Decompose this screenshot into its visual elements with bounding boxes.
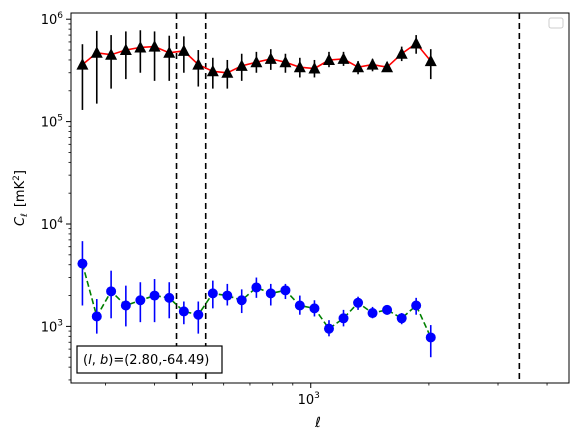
series-2-marker <box>309 303 320 314</box>
series-1-marker <box>221 66 234 78</box>
series-1-marker <box>395 47 408 59</box>
series-2-marker <box>91 311 102 322</box>
series-1-marker <box>293 60 306 73</box>
axis-layer: 103 104 105 106 103 <box>41 11 548 408</box>
x-tick-label: 103 <box>298 391 320 408</box>
y-tick-label: 106 <box>41 11 64 28</box>
series-2-marker <box>77 258 88 269</box>
series-2-marker <box>178 306 189 317</box>
plot-layer <box>76 13 521 383</box>
series-2-marker <box>120 300 131 311</box>
series-1-marker <box>206 64 219 77</box>
y-axis-label-unit: [mK <box>13 180 28 207</box>
svg-text:Cℓ[mK2]: Cℓ [mK2] <box>12 170 30 226</box>
y-axis-label: Cℓ [mK2] <box>12 170 30 226</box>
plot-frame <box>70 12 570 384</box>
annotation-text: (l, b)=(2.80,-64.49) <box>83 353 209 368</box>
series-1-marker <box>337 52 350 64</box>
series-1-marker <box>119 43 132 56</box>
series-1-marker <box>322 53 335 65</box>
series-2-marker <box>353 297 364 308</box>
series-1-marker <box>177 44 190 56</box>
series-1-marker <box>90 46 103 58</box>
series-1-marker <box>163 46 176 58</box>
series-2-marker <box>280 285 291 296</box>
y-axis-label-unit-exponent: 2 <box>12 175 22 181</box>
series-1-marker <box>235 59 248 71</box>
annotation-box <box>76 345 223 374</box>
series-2-marker <box>207 288 218 299</box>
series-2-marker <box>367 308 378 319</box>
series-2-marker <box>193 309 204 320</box>
x-axis-label: ℓ <box>314 415 321 431</box>
series-2-marker <box>236 295 247 306</box>
series-1-marker <box>410 36 423 49</box>
y-axis-label-symbol: C <box>13 216 28 226</box>
series-2-marker <box>396 313 407 324</box>
series-1-marker <box>148 40 161 52</box>
series-1-marker <box>76 58 89 70</box>
series-1-marker <box>192 58 205 70</box>
y-axis-label-unit-close: ] <box>13 170 28 175</box>
series-1-marker <box>424 54 437 67</box>
series-2-marker <box>164 292 175 303</box>
series-1-marker <box>105 48 118 60</box>
series-1-marker <box>134 40 147 53</box>
series-1-marker <box>381 60 394 73</box>
series-2-marker <box>149 290 160 301</box>
series-2-marker <box>323 323 334 334</box>
series-1-marker <box>308 62 321 74</box>
series-2-marker <box>265 288 276 299</box>
series-2-marker <box>338 313 349 324</box>
legend-box <box>548 17 564 29</box>
y-tick-label: 105 <box>41 114 63 131</box>
series-1-marker <box>264 52 277 64</box>
y-tick-label: 103 <box>41 318 63 335</box>
series-2-marker <box>294 300 305 311</box>
series-2-marker <box>222 290 233 301</box>
y-tick-label: 104 <box>41 216 64 233</box>
y-axis-label-subscript: ℓ <box>20 213 30 218</box>
series-1-marker <box>352 60 365 73</box>
series-2-marker <box>411 300 422 311</box>
series-2-marker <box>106 286 117 297</box>
series-1-marker <box>279 55 292 68</box>
series-1-marker <box>250 55 263 68</box>
series-2-marker <box>425 332 436 343</box>
series-2-marker <box>135 295 146 306</box>
series-2-marker <box>251 282 262 293</box>
series-1-marker <box>366 58 379 70</box>
series-2-marker <box>382 304 393 315</box>
